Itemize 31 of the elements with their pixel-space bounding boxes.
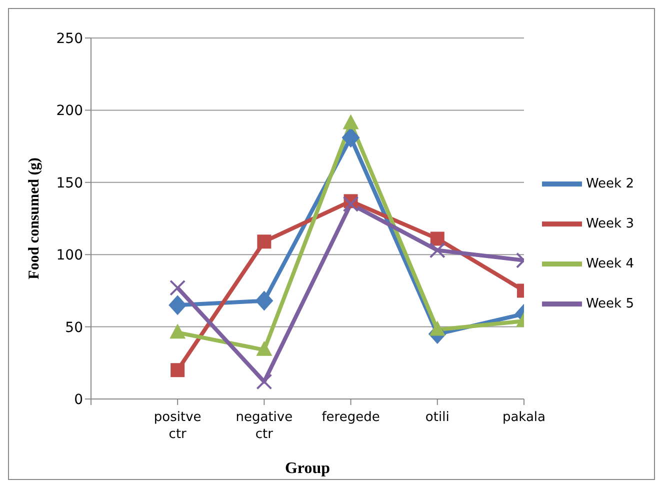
point	[255, 290, 274, 311]
point	[429, 320, 446, 336]
point	[170, 280, 186, 296]
point	[256, 340, 272, 356]
legend-label: Week 5	[586, 296, 634, 312]
point	[256, 374, 272, 390]
legend-label: Week 2	[586, 176, 634, 192]
legend-label: Week 4	[586, 256, 634, 272]
point	[170, 324, 186, 339]
point	[342, 128, 360, 148]
y-tick-label: 200	[56, 103, 83, 120]
point	[430, 232, 444, 246]
x-tick-label: feregede	[322, 410, 380, 425]
x-tick-label: otili	[425, 410, 450, 425]
point	[342, 114, 359, 130]
legend-label: Week 3	[586, 216, 634, 232]
y-tick-label: 0	[74, 392, 83, 408]
point	[170, 363, 185, 378]
point	[342, 196, 359, 212]
x-axis-title: Group	[284, 460, 330, 477]
y-tick-label: 150	[56, 175, 83, 192]
y-tick-label: 50	[65, 320, 83, 336]
x-tick-label: pakala	[502, 410, 546, 425]
point	[429, 242, 446, 258]
point	[257, 234, 272, 249]
y-axis-title: Food consumed (g)	[26, 158, 42, 280]
x-tick-label: negative ctr	[236, 410, 293, 442]
y-tick-label: 250	[56, 30, 83, 47]
point	[168, 295, 187, 316]
x-tick-label: positve ctr	[154, 410, 202, 442]
y-tick-label: 100	[56, 248, 83, 264]
